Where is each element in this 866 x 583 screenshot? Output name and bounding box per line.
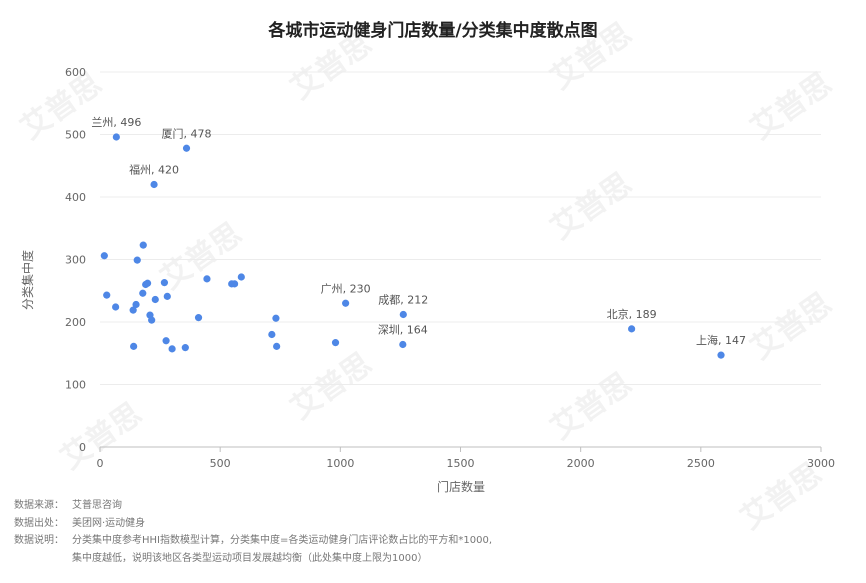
x-tick-label: 2000: [567, 457, 595, 470]
data-point: [162, 337, 170, 345]
note-source: 数据来源： 艾普思咨询: [14, 497, 492, 515]
point-label: 北京, 189: [607, 307, 657, 321]
watermark-text: 艾普思: [545, 166, 639, 246]
data-point: [331, 339, 340, 347]
point-label: 深圳, 164: [378, 324, 428, 337]
x-axis-ticks: 0 500 1000 1500 2000 2500 3000: [97, 447, 835, 470]
x-tick-label: 500: [210, 457, 231, 470]
x-tick-label: 1500: [447, 457, 475, 470]
point-label: 厦门, 478: [162, 126, 212, 140]
data-point: [163, 292, 171, 300]
y-tick-label: 0: [79, 441, 86, 454]
data-point: [272, 314, 280, 322]
note-key: 数据出处：: [14, 517, 64, 529]
data-point: [112, 133, 120, 141]
data-point: [112, 303, 120, 311]
watermark-text: 艾普思: [545, 366, 639, 446]
y-tick-label: 400: [65, 191, 86, 204]
data-point: [143, 279, 152, 287]
point-label: 广州, 230: [321, 282, 371, 295]
x-tick-label: 1000: [326, 457, 354, 470]
x-tick-label: 0: [97, 457, 104, 470]
point-label: 成都, 212: [378, 294, 428, 307]
chart-title: 各城市运动健身门店数量/分类集中度散点图: [268, 21, 598, 41]
data-point: [182, 144, 191, 152]
data-point: [100, 252, 108, 260]
data-point: [168, 345, 176, 353]
y-tick-label: 100: [65, 379, 86, 392]
note-explanation-continued: 集中度越低，说明该地区各类型运动项目发展越均衡（此处集中度上限为1000）: [72, 552, 428, 564]
source-notes: 数据来源： 艾普思咨询 数据出处： 美团网·运动健身 数据说明： 分类集中度参考…: [14, 497, 492, 567]
watermark-text: 艾普思: [15, 66, 109, 146]
y-tick-label: 500: [65, 129, 86, 142]
data-point: [194, 314, 203, 322]
x-tick-label: 2500: [687, 457, 715, 470]
x-axis-title: 门店数量: [437, 479, 485, 494]
note-key: 数据说明：: [14, 535, 64, 546]
data-point: [628, 325, 636, 333]
watermark-text: 艾普思: [745, 286, 839, 366]
data-point: [139, 241, 147, 249]
data-point: [103, 291, 111, 299]
data-point: [130, 342, 138, 350]
data-point: [237, 273, 245, 281]
y-axis-ticks: 0 100 200 300 400 500 600: [65, 66, 86, 454]
point-label: 福州, 420: [129, 163, 179, 177]
data-point: [342, 299, 350, 307]
data-point: [273, 342, 281, 350]
data-point: [150, 180, 158, 189]
data-point: [181, 344, 189, 352]
data-point: [160, 279, 169, 287]
note-value: 分类集中度参考HHI指数模型计算，分类集中度=各类运动健身门店评论数占比的平方和…: [72, 535, 492, 546]
note-key: 数据来源：: [14, 500, 64, 511]
note-origin: 数据出处： 美团网·运动健身: [14, 515, 492, 533]
y-tick-label: 200: [65, 316, 86, 329]
data-point: [230, 280, 239, 288]
data-point: [129, 306, 137, 314]
data-point: [132, 300, 140, 309]
data-point: [139, 289, 147, 297]
y-tick-label: 600: [65, 66, 86, 79]
note-value: 美团网·运动健身: [72, 517, 146, 529]
x-tick-label: 3000: [807, 457, 835, 470]
y-axis-title: 分类集中度: [20, 250, 35, 310]
data-point: [203, 275, 211, 283]
data-point: [268, 330, 276, 339]
data-point: [717, 351, 725, 359]
data-point: [399, 310, 407, 319]
note-explanation: 数据说明： 分类集中度参考HHI指数模型计算，分类集中度=各类运动健身门店评论数…: [14, 532, 492, 550]
data-point: [133, 256, 141, 264]
point-labels: 兰州, 496 厦门, 478 福州, 420 广州, 230 成都, 212 深圳, 1…: [91, 116, 746, 347]
y-tick-label: 300: [65, 254, 86, 267]
data-point: [148, 316, 156, 324]
data-point: [151, 295, 159, 304]
point-label: 上海, 147: [696, 333, 746, 347]
watermark-text: 艾普思: [285, 346, 379, 426]
point-label: 兰州, 496: [91, 116, 141, 129]
data-points: [100, 133, 725, 359]
note-value: 艾普思咨询: [72, 500, 122, 511]
data-point: [399, 340, 407, 349]
